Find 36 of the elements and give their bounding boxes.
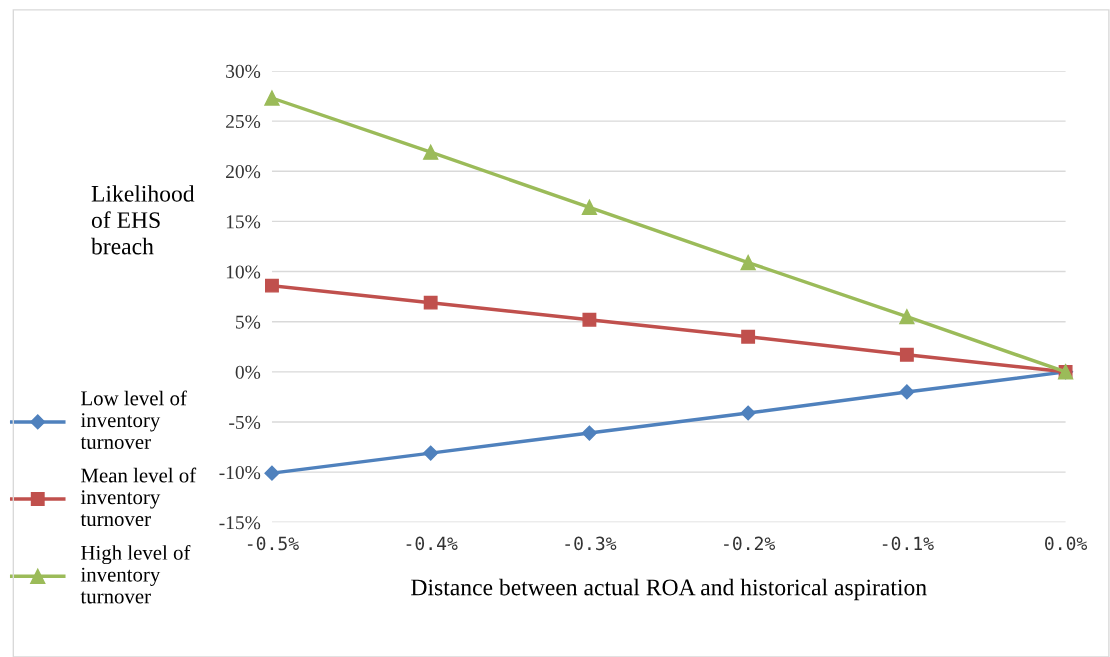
point [581,425,597,441]
point [265,278,279,293]
y-tick-label: -5% [229,415,261,430]
y-tick-label: 0% [235,365,261,379]
point [899,309,915,325]
y-tick-label: 10% [226,265,261,279]
legend-label: Mean level of inventory turnover [80,467,197,527]
point [899,347,914,362]
x-tick-label: -0.3% [565,536,617,551]
y-tick-label: -15% [219,516,261,530]
y-tick-label: 15% [226,215,261,229]
y-axis-title: Likelihood of EHS breach [91,185,195,255]
x-tick-label: -0.4% [406,536,458,551]
point [899,384,915,400]
y-tick-label: 5% [236,315,261,329]
x-tick-label: -0.5% [247,536,299,551]
point [741,329,756,344]
legend-label: Low level of inventory turnover [80,390,187,450]
point [423,445,439,461]
x-tick-label: -0.1% [882,536,934,551]
point [740,405,756,421]
point [423,144,439,160]
point [264,90,280,106]
x-tick-label: 0.0% [1045,536,1088,551]
x-axis-title: Distance between actual ROA and historical aspiration [411,578,927,601]
y-tick-label: -10% [219,465,261,480]
y-tick-label: 30% [226,64,261,78]
point [740,254,756,271]
point [264,465,280,481]
y-tick-label: 25% [226,114,261,129]
x-tick-label: -0.2% [724,536,776,551]
legend-label: High level of inventory turnover [80,544,191,604]
point [582,312,597,327]
y-tick-label: 20% [226,165,261,179]
point [423,295,438,310]
point [581,199,598,216]
